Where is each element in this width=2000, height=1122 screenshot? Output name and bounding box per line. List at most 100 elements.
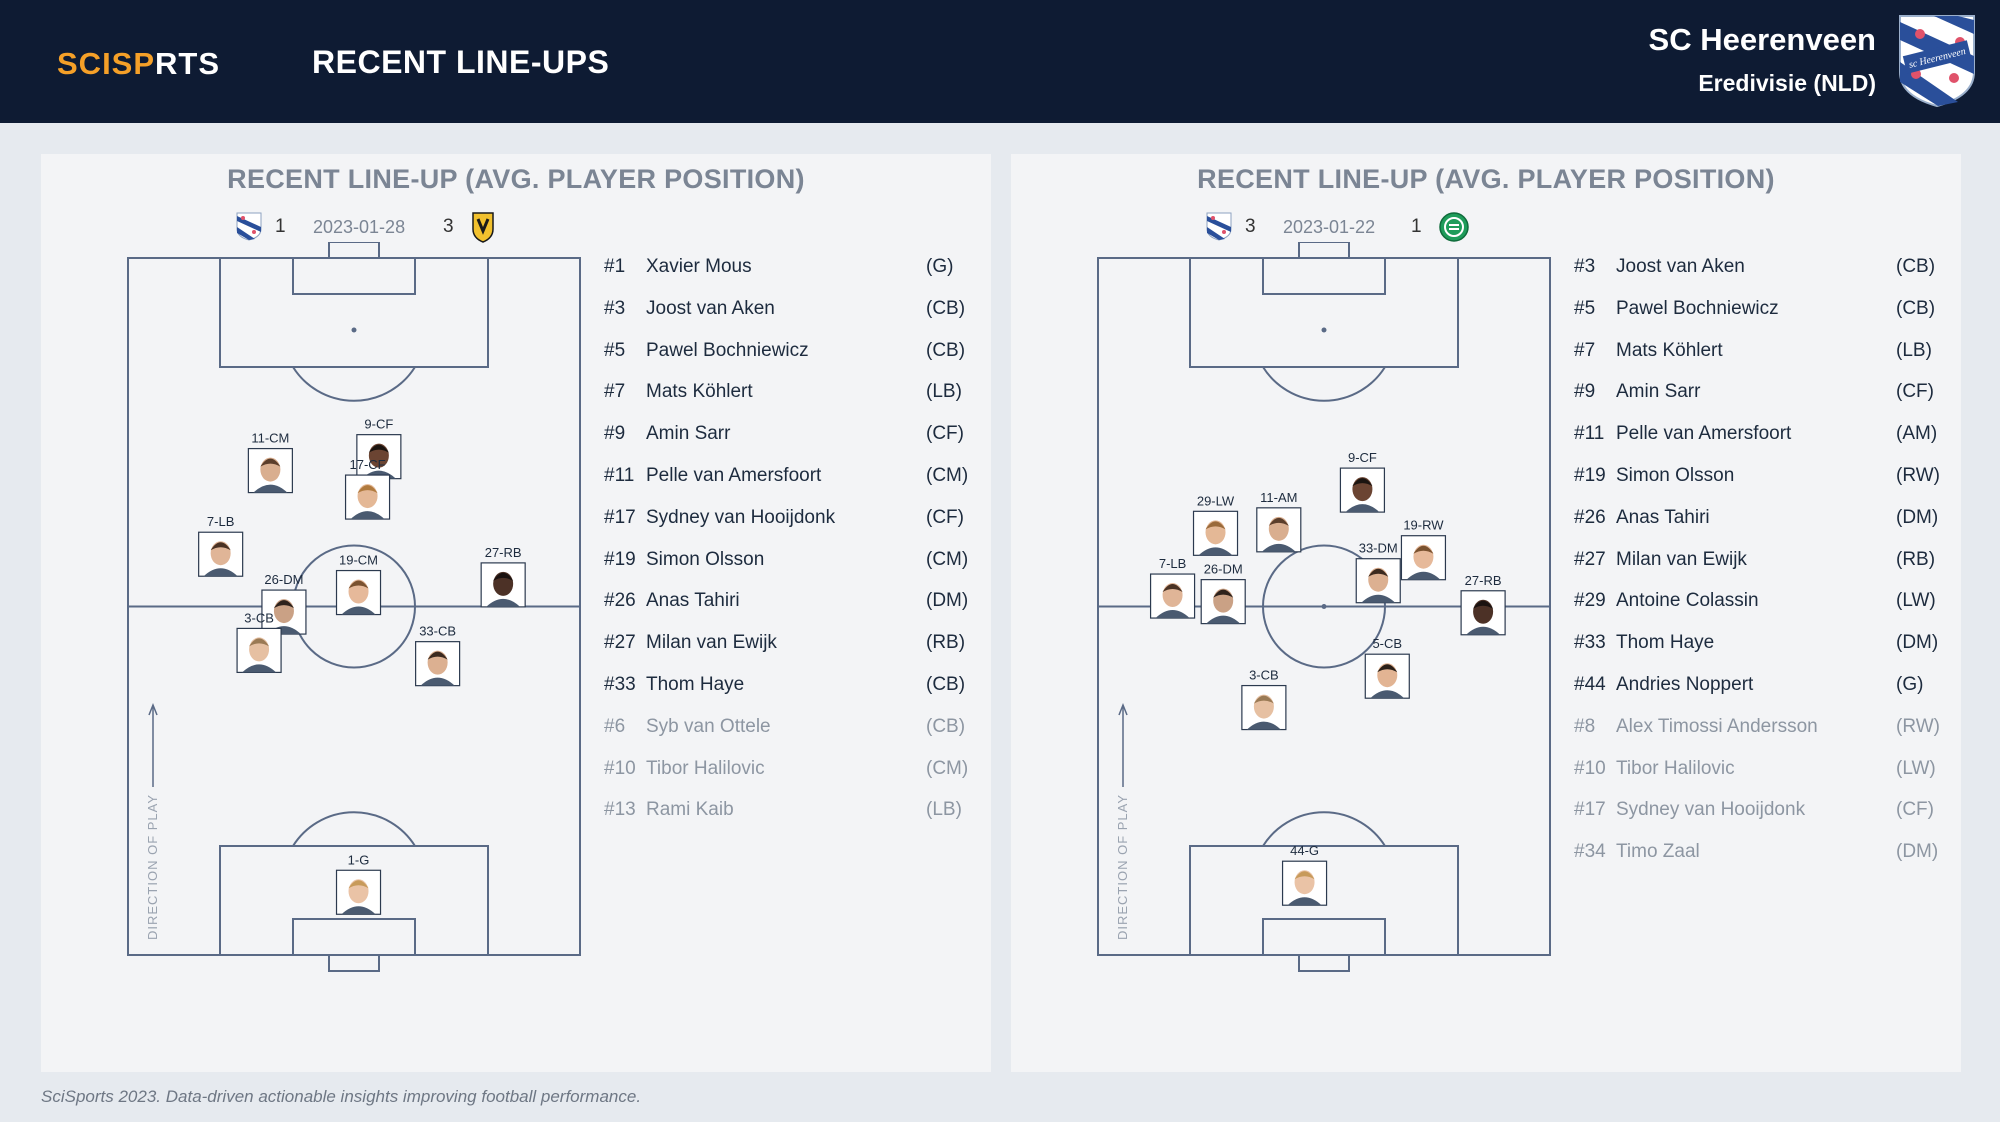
player-marker: 17-CF (344, 457, 391, 520)
player-pos: (LW) (1896, 590, 1936, 612)
pitch-lines (127, 242, 581, 972)
player-photo-icon (1364, 653, 1410, 699)
player-pos: (LB) (1896, 339, 1932, 361)
player-pos: (LB) (926, 381, 962, 403)
player-name: Pawel Bochniewicz (646, 339, 809, 361)
player-marker-label: 7-LB (207, 514, 234, 529)
player-marker: 27-RB (480, 545, 526, 608)
player-name: Milan van Ewijk (1616, 548, 1747, 570)
player-pos: (RW) (1896, 465, 1940, 486)
player-marker: 27-RB (1460, 573, 1506, 636)
player-name: Milan van Ewijk (646, 632, 777, 654)
player-num: #19 (1574, 465, 1606, 486)
player-num: #26 (604, 590, 636, 612)
player-photo-icon (1192, 510, 1239, 556)
groningen-crest-icon (1439, 212, 1469, 242)
player-photo-icon (1149, 573, 1196, 619)
player-marker: 1-G (335, 852, 382, 915)
player-num: #9 (604, 423, 626, 445)
player-pos: (RW) (1896, 715, 1940, 737)
panel-title: RECENT LINE-UP (AVG. PLAYER POSITION) (1197, 164, 1775, 194)
heerenveen-crest-icon (236, 212, 262, 241)
match-date: 2023-01-22 (1283, 217, 1376, 237)
player-marker-label: 5-CB (1372, 636, 1402, 651)
heerenveen-crest-icon (1206, 212, 1232, 241)
player-photo-icon (1241, 684, 1287, 731)
player-num: #11 (1574, 423, 1605, 445)
player-num: #5 (604, 339, 626, 361)
player-name: Thom Haye (646, 674, 745, 695)
player-photo-icon (335, 569, 382, 616)
heerenveen-crest-icon: sc Heerenveen (1899, 15, 1975, 108)
top-header-bar: SCISPRTS RECENT LINE-UPS SC Heerenveen E… (0, 0, 2000, 123)
player-num: #3 (1574, 256, 1596, 277)
player-pos: (CF) (926, 506, 964, 528)
player-marker-label: 11-AM (1260, 490, 1297, 505)
player-marker-label: 33-DM (1359, 541, 1398, 556)
home-score: 1 (275, 216, 286, 237)
player-name: Antoine Colassin (1616, 590, 1759, 612)
player-pos: (DM) (1896, 632, 1939, 654)
player-marker: 7-LB (198, 514, 244, 577)
player-pos: (RB) (926, 632, 966, 654)
player-pos: (DM) (1896, 506, 1939, 528)
player-marker: 5-CB (1364, 636, 1410, 699)
player-pos: (CB) (926, 674, 966, 695)
player-marker: 44-G (1281, 843, 1328, 906)
player-name: Joost van Aken (1616, 256, 1745, 277)
player-photo-icon (335, 869, 382, 915)
player-num: #3 (604, 297, 626, 319)
player-pos: (LB) (926, 799, 962, 821)
pitch-1: DIRECTION OF PLAY 11-CM 9-CF 17-CF 7-LB 27-RB… (126, 242, 596, 982)
home-score: 3 (1245, 216, 1256, 237)
player-pos: (CF) (1896, 381, 1934, 403)
player-marker-label: 19-CM (339, 553, 378, 568)
player-photo-icon (1256, 507, 1302, 553)
player-pos: (CF) (1896, 799, 1934, 821)
player-marker-label: 26-DM (1204, 562, 1243, 577)
player-marker: 33-DM (1355, 541, 1401, 604)
player-marker-label: 1-G (348, 852, 370, 867)
player-marker-label: 9-CF (1348, 450, 1377, 465)
player-name: Simon Olsson (1616, 465, 1735, 486)
direction-of-play-arrow-icon (148, 702, 158, 787)
player-name: Tibor Halilovic (1616, 757, 1735, 779)
player-num: #27 (604, 632, 636, 654)
direction-of-play-label: DIRECTION OF PLAY (145, 794, 160, 940)
player-photo-icon (1355, 558, 1401, 604)
player-num: #11 (604, 465, 635, 486)
player-num: #26 (1574, 506, 1606, 528)
player-name: Mats Köhlert (646, 381, 753, 403)
player-pos: (CB) (926, 297, 966, 319)
player-num: #6 (604, 715, 626, 737)
player-num: #27 (1574, 548, 1606, 570)
player-marker-label: 17-CF (349, 457, 385, 472)
player-pos: (CB) (1896, 297, 1936, 319)
player-marker: 33-CB (415, 624, 461, 687)
player-pos: (CB) (926, 339, 966, 361)
player-name: Thom Haye (1616, 632, 1715, 654)
player-num: #34 (1574, 841, 1606, 863)
player-pos: (RB) (1896, 548, 1936, 570)
football-pitch: DIRECTION OF PLAY 9-CF 29-LW 11-AM 19-RW 33-D… (1097, 242, 1551, 972)
player-pos: (LW) (1896, 757, 1936, 779)
page-title: RECENT LINE-UPS (312, 44, 610, 80)
match-date: 2023-01-28 (313, 217, 406, 237)
player-marker-label: 9-CF (364, 417, 393, 432)
player-name: Tibor Halilovic (646, 757, 765, 779)
pitch-2: DIRECTION OF PLAY 9-CF 29-LW 11-AM 19-RW 33-D… (1096, 242, 1566, 982)
lineup-panel-1: RECENT LINE-UP (AVG. PLAYER POSITION) 1 … (41, 154, 991, 1072)
player-pos: (CF) (926, 423, 964, 445)
player-marker: 19-CM (335, 553, 382, 616)
player-name: Pelle van Amersfoort (646, 465, 822, 486)
player-name: Syb van Ottele (646, 715, 771, 737)
player-num: #7 (604, 381, 626, 403)
player-num: #9 (1574, 381, 1596, 403)
player-photo-icon (1460, 590, 1506, 636)
player-num: #13 (604, 799, 636, 821)
player-num: #33 (1574, 632, 1606, 654)
player-marker: 9-CF (1339, 450, 1386, 513)
player-pos: (G) (1896, 674, 1924, 695)
league-name: Eredivisie (NLD) (1698, 70, 1876, 96)
player-marker: 26-DM (1200, 562, 1246, 625)
